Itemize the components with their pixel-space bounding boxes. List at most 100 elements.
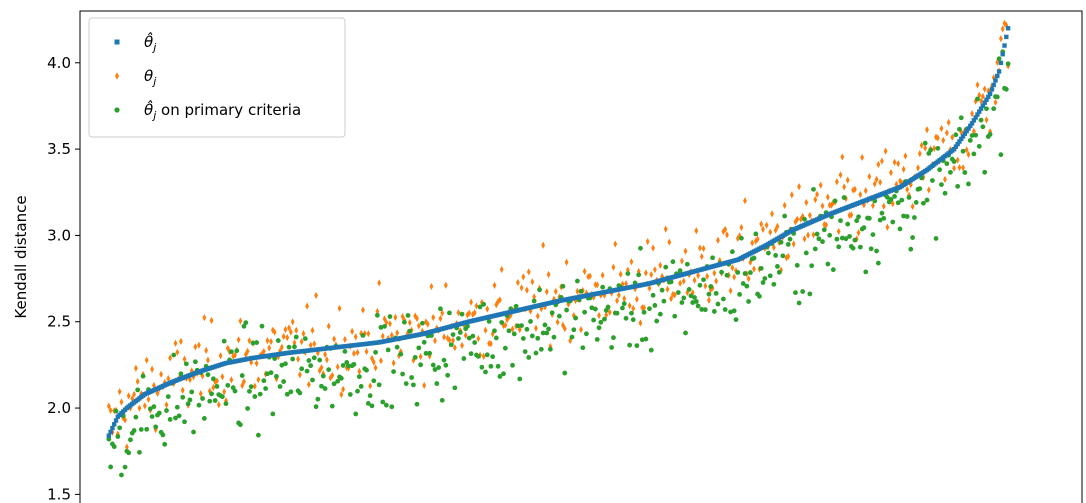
- theta-point: [220, 373, 225, 381]
- primary-point: [812, 246, 818, 252]
- theta-point: [213, 378, 218, 386]
- primary-point: [549, 310, 555, 316]
- primary-point: [778, 239, 784, 245]
- theta-point: [108, 406, 113, 415]
- theta-point: [955, 156, 960, 164]
- theta-point: [555, 318, 560, 326]
- primary-point: [904, 214, 910, 219]
- primary-point: [751, 255, 757, 261]
- theta-hat-point: [957, 139, 962, 144]
- primary-point: [1003, 86, 1009, 92]
- primary-point: [355, 388, 360, 394]
- theta-point: [658, 261, 663, 269]
- theta-point: [137, 404, 142, 412]
- theta-point: [343, 335, 347, 344]
- plot-frame: [79, 10, 1083, 503]
- primary-point: [371, 378, 377, 384]
- primary-point: [695, 303, 701, 309]
- primary-point: [690, 300, 696, 305]
- primary-point: [630, 317, 636, 323]
- theta-point: [867, 172, 872, 181]
- theta-point: [863, 187, 868, 195]
- primary-point: [183, 361, 189, 367]
- theta-point: [463, 331, 468, 339]
- theta-point: [638, 319, 643, 327]
- primary-point: [836, 244, 842, 250]
- primary-point: [584, 331, 589, 337]
- primary-point: [178, 371, 184, 377]
- theta-point: [980, 92, 985, 101]
- primary-point: [212, 398, 218, 403]
- theta-hat-point: [969, 121, 975, 126]
- primary-point: [252, 394, 258, 399]
- theta-point: [923, 144, 928, 152]
- theta-point: [427, 352, 432, 360]
- primary-point: [151, 404, 157, 410]
- theta-hat-point: [106, 433, 112, 438]
- primary-point: [722, 307, 728, 312]
- primary-point: [728, 309, 733, 315]
- primary-point: [629, 310, 634, 316]
- theta-point: [319, 364, 324, 372]
- primary-point: [439, 397, 445, 403]
- theta-hat-point: [964, 128, 969, 134]
- primary-point: [982, 169, 988, 175]
- theta-hat-point: [1002, 43, 1007, 48]
- primary-point: [809, 263, 815, 269]
- primary-point: [884, 194, 890, 200]
- theta-point: [944, 129, 949, 137]
- primary-point: [794, 262, 800, 268]
- primary-point: [776, 269, 782, 275]
- theta-point: [613, 240, 618, 248]
- theta-point: [398, 347, 403, 356]
- primary-point: [657, 311, 663, 317]
- theta-point: [314, 291, 318, 300]
- primary-point: [470, 333, 476, 339]
- primary-point: [457, 330, 463, 335]
- primary-point: [302, 336, 308, 342]
- primary-point: [153, 424, 159, 430]
- primary-point: [319, 383, 324, 389]
- theta-point: [525, 286, 529, 294]
- primary-point: [966, 181, 971, 187]
- theta-point: [516, 278, 520, 287]
- primary-point: [1005, 61, 1011, 67]
- legend-label-primary: θ̂j on primary criteria: [144, 99, 301, 122]
- primary-point: [711, 309, 717, 314]
- theta-hat-point: [110, 425, 115, 431]
- primary-point: [672, 313, 678, 319]
- primary-point: [681, 295, 687, 301]
- primary-point: [427, 350, 433, 356]
- primary-point: [214, 384, 220, 389]
- theta-point: [132, 390, 136, 398]
- theta-point: [106, 402, 111, 410]
- theta-point: [240, 381, 245, 390]
- theta-point: [252, 382, 257, 390]
- primary-point: [250, 340, 256, 346]
- theta-hat-point: [1000, 52, 1005, 57]
- theta-hat-point: [977, 109, 982, 114]
- theta-point: [694, 227, 699, 235]
- theta-point: [377, 279, 382, 287]
- theta-point: [535, 312, 540, 320]
- theta-point: [438, 314, 443, 323]
- theta-point: [624, 280, 628, 288]
- primary-point: [852, 237, 858, 243]
- primary-point: [748, 270, 753, 275]
- primary-point: [369, 403, 375, 409]
- theta-point: [418, 353, 423, 361]
- theta-point: [815, 190, 819, 199]
- theta-point: [173, 339, 178, 347]
- theta-hat-point: [989, 87, 995, 92]
- primary-point: [283, 361, 288, 367]
- primary-point: [219, 394, 225, 400]
- primary-point: [254, 340, 260, 345]
- primary-point: [659, 287, 665, 293]
- primary-point: [569, 334, 575, 340]
- y-tick-label: 4.0: [47, 54, 71, 72]
- primary-point: [329, 403, 335, 409]
- theta-point: [835, 178, 839, 186]
- primary-point: [892, 194, 897, 199]
- theta-point: [150, 365, 154, 373]
- theta-point: [236, 336, 241, 344]
